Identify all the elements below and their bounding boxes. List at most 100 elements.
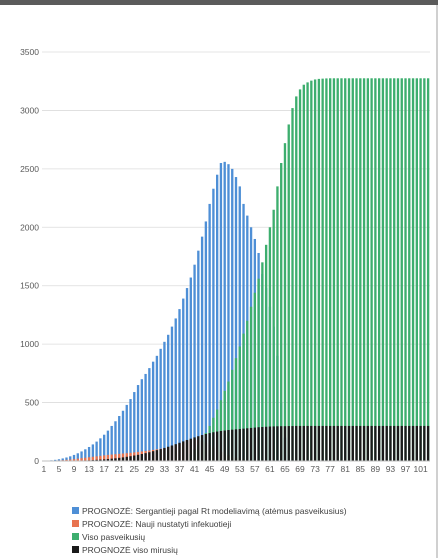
bar xyxy=(95,441,98,461)
bar xyxy=(261,262,264,461)
bar xyxy=(80,458,83,461)
bar xyxy=(91,456,95,461)
legend-item: PROGNOZĖ: Sergantieji pagal Rt modeliavi… xyxy=(72,504,432,517)
legend-swatch xyxy=(72,507,79,514)
bar xyxy=(102,455,106,461)
y-tick-label: 1500 xyxy=(20,281,39,291)
bar xyxy=(227,164,230,461)
bar xyxy=(167,446,170,461)
bar xyxy=(347,425,351,461)
bar xyxy=(276,186,279,461)
bar xyxy=(231,429,234,461)
x-tick-label: 21 xyxy=(114,464,124,474)
bar xyxy=(102,434,106,461)
bar xyxy=(355,78,358,461)
bar xyxy=(121,453,125,461)
bar xyxy=(99,455,102,461)
bar xyxy=(306,82,309,461)
bar xyxy=(408,425,411,461)
bar xyxy=(249,306,253,461)
bar xyxy=(298,425,302,461)
bar xyxy=(313,79,317,462)
bar xyxy=(257,427,260,461)
bar xyxy=(283,143,287,461)
x-tick-label: 77 xyxy=(325,464,335,474)
bar xyxy=(110,425,113,461)
bar xyxy=(155,355,159,461)
bar xyxy=(332,425,336,461)
bar xyxy=(261,426,264,461)
bar xyxy=(133,455,136,461)
bar xyxy=(65,457,68,461)
x-tick-label: 9 xyxy=(72,464,77,474)
y-tick-label: 500 xyxy=(25,398,39,408)
bar xyxy=(106,454,110,461)
bar xyxy=(257,278,260,461)
bar xyxy=(159,449,162,461)
bar xyxy=(189,438,192,461)
bar xyxy=(264,244,268,461)
x-tick-label: 25 xyxy=(130,464,140,474)
y-tick-label: 2500 xyxy=(20,164,39,174)
bar xyxy=(423,78,426,461)
bar xyxy=(377,78,381,461)
bar xyxy=(114,458,117,461)
y-tick-label: 2000 xyxy=(20,222,39,232)
bar xyxy=(136,454,140,461)
bar xyxy=(272,209,275,461)
bar xyxy=(80,451,83,461)
window-top-bar xyxy=(0,0,438,5)
bar xyxy=(95,459,98,461)
bar xyxy=(148,452,151,461)
bar xyxy=(61,458,64,461)
bar xyxy=(396,425,400,461)
bar xyxy=(223,161,226,461)
bar xyxy=(317,78,321,461)
bar xyxy=(276,426,279,461)
bar xyxy=(216,431,219,461)
series-2 xyxy=(189,78,430,462)
bar xyxy=(389,78,392,461)
x-tick-label: 49 xyxy=(220,464,230,474)
bar xyxy=(332,78,336,461)
bar xyxy=(118,457,121,461)
bar xyxy=(69,459,72,461)
bar xyxy=(140,379,143,461)
x-tick-label: 93 xyxy=(386,464,396,474)
bar xyxy=(182,441,185,461)
bar xyxy=(291,108,294,461)
bar xyxy=(84,449,87,461)
bar xyxy=(370,425,373,461)
bar xyxy=(129,456,132,461)
bar xyxy=(411,425,415,461)
y-tick-label: 0 xyxy=(34,456,39,466)
bar xyxy=(366,78,370,461)
bar xyxy=(238,346,241,461)
bar xyxy=(234,358,238,461)
bar xyxy=(359,425,362,461)
bar xyxy=(374,78,377,461)
bar xyxy=(302,84,305,461)
bar xyxy=(118,453,121,461)
bar xyxy=(419,425,422,461)
bar xyxy=(423,425,426,461)
bar xyxy=(110,454,113,461)
bar xyxy=(344,425,347,461)
bar xyxy=(197,250,200,461)
x-tick-label: 17 xyxy=(99,464,109,474)
bar xyxy=(197,436,200,461)
bar xyxy=(125,456,128,461)
bar xyxy=(313,425,317,461)
series-3 xyxy=(61,425,430,461)
bar xyxy=(385,425,388,461)
bar xyxy=(351,425,354,461)
bar xyxy=(329,78,332,461)
bar xyxy=(182,298,185,461)
x-tick-label: 97 xyxy=(401,464,411,474)
bar xyxy=(415,425,418,461)
bar xyxy=(253,292,257,461)
bar xyxy=(155,450,159,461)
bar xyxy=(344,78,347,461)
bar xyxy=(174,444,177,461)
legend-swatch xyxy=(72,546,79,553)
